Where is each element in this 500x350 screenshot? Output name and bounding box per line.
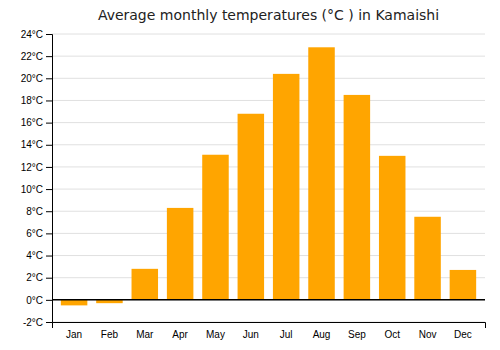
y-tick: 10°C [21, 184, 52, 195]
x-tick: Jul [280, 329, 293, 340]
bar [414, 217, 441, 300]
x-tick-label: May [206, 329, 225, 340]
x-tick-label: Sep [348, 329, 366, 340]
x-tick-label: Jun [243, 329, 259, 340]
y-tick-label: 24°C [21, 29, 43, 40]
y-tick-mark [46, 100, 52, 101]
y-tick-label: 16°C [21, 117, 43, 128]
bar [132, 269, 159, 300]
zero-line [52, 299, 485, 301]
y-tick-label: 14°C [21, 139, 43, 150]
y-tick-label: 6°C [26, 228, 43, 239]
y-tick-mark [46, 123, 52, 124]
bar [344, 95, 371, 300]
x-tick: Oct [384, 329, 400, 340]
y-tick-label: 20°C [21, 73, 43, 84]
y-tick-mark [46, 322, 52, 323]
y-tick-label: 18°C [21, 95, 43, 106]
bar [308, 47, 335, 300]
y-tick-mark [46, 278, 52, 279]
y-tick-mark [46, 145, 52, 146]
y-tick-mark [46, 78, 52, 79]
y-tick: 4°C [26, 250, 52, 261]
y-axis-line [46, 35, 53, 323]
y-tick: 6°C [26, 228, 52, 239]
x-tick-label: Apr [172, 329, 188, 340]
x-tick: Jun [243, 329, 259, 340]
grid-line [52, 56, 485, 57]
y-tick: 14°C [21, 139, 52, 150]
x-tick: Aug [313, 329, 331, 340]
grid-line [52, 211, 485, 212]
y-tick: 2°C [26, 272, 52, 283]
y-tick-label: 0°C [26, 295, 43, 306]
chart: -2°C 0°C 2°C 4°C 6°C 8°C 10°C 12°C 14°C 16°C 18°C 2… [0, 0, 500, 350]
x-tick: Sep [348, 329, 366, 340]
grid-line [52, 34, 485, 35]
y-tick: -2°C [23, 317, 52, 328]
bar [167, 208, 194, 300]
grid-line [52, 299, 485, 300]
y-tick: 12°C [21, 162, 52, 173]
x-tick-label: Jan [66, 329, 82, 340]
x-tick-label: Dec [454, 329, 472, 340]
y-tick-mark [46, 256, 52, 257]
x-axis: Jan Feb Mar Apr May Jun Jul Aug Sep Oct Nov Dec [53, 323, 486, 341]
bar [273, 74, 300, 300]
x-tick: Jan [66, 329, 82, 340]
x-tick: Mar [136, 329, 154, 340]
x-tick-label: Oct [384, 329, 400, 340]
grid-line [52, 166, 485, 167]
x-tick: Dec [454, 329, 472, 340]
y-tick-mark [46, 211, 52, 212]
grid-line [52, 144, 485, 145]
grid-line [52, 189, 485, 190]
x-tick-label: Nov [419, 329, 437, 340]
x-axis-line [53, 323, 486, 329]
y-tick: 0°C [26, 295, 52, 306]
plot-area [61, 47, 476, 305]
x-tick: Nov [419, 329, 437, 340]
y-tick-mark [46, 167, 52, 168]
y-tick-label: 22°C [21, 51, 43, 62]
title: Average monthly temperatures (°C ) in Ka… [98, 7, 439, 23]
y-tick: 24°C [21, 29, 52, 40]
y-tick: 20°C [21, 73, 52, 84]
y-tick-label: 8°C [26, 206, 43, 217]
x-tick-label: Mar [136, 329, 154, 340]
y-axis: -2°C 0°C 2°C 4°C 6°C 8°C 10°C 12°C 14°C 16°C 18°C 2… [21, 29, 53, 328]
y-tick: 22°C [21, 51, 52, 62]
grid-line [52, 122, 485, 123]
x-tick: Apr [172, 329, 188, 340]
y-tick-label: 10°C [21, 184, 43, 195]
grid-line [52, 78, 485, 79]
y-tick-mark [46, 56, 52, 57]
y-tick-label: 2°C [26, 272, 43, 283]
x-tick-label: Jul [280, 329, 293, 340]
bar [450, 270, 477, 300]
y-tick-mark [46, 34, 52, 35]
x-tick-label: Feb [101, 329, 119, 340]
y-tick-mark [46, 189, 52, 190]
bar [61, 300, 88, 306]
x-tick: Feb [101, 329, 119, 340]
grid [52, 34, 485, 322]
grid-line [52, 100, 485, 101]
y-tick: 8°C [26, 206, 52, 217]
bar [238, 114, 265, 300]
y-tick-label: 12°C [21, 162, 43, 173]
bar [202, 155, 229, 300]
y-tick-label: 4°C [26, 250, 43, 261]
y-tick-mark [46, 233, 52, 234]
bar [379, 156, 406, 300]
x-tick: May [206, 329, 225, 340]
x-tick-label: Aug [313, 329, 331, 340]
y-tick-mark [46, 300, 52, 301]
y-tick: 16°C [21, 117, 52, 128]
y-tick: 18°C [21, 95, 52, 106]
y-tick-label: -2°C [23, 317, 43, 328]
